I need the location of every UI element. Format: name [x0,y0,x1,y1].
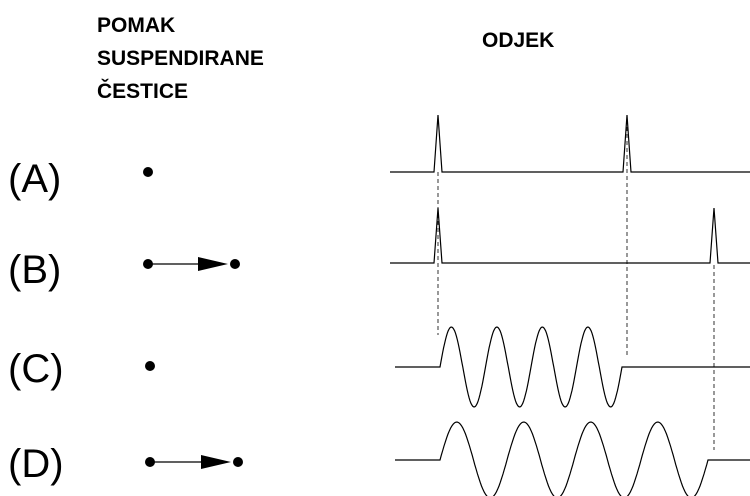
header-line: SUSPENDIRANE [97,47,264,70]
particle [145,361,155,371]
echo-a [390,114,750,173]
header-line: POMAK [97,14,175,37]
particle [143,167,153,177]
row-label: (C) [8,347,64,391]
particle-move [145,455,243,469]
row-label: (A) [8,157,61,201]
particle-move [143,257,240,271]
header-line: ČESTICE [97,79,188,103]
echo-d [395,421,750,496]
echo-b [390,207,750,264]
echo-c [395,326,750,408]
row-label: (B) [8,248,61,292]
header-right: ODJEK [482,29,554,52]
row-label: (D) [8,442,64,486]
